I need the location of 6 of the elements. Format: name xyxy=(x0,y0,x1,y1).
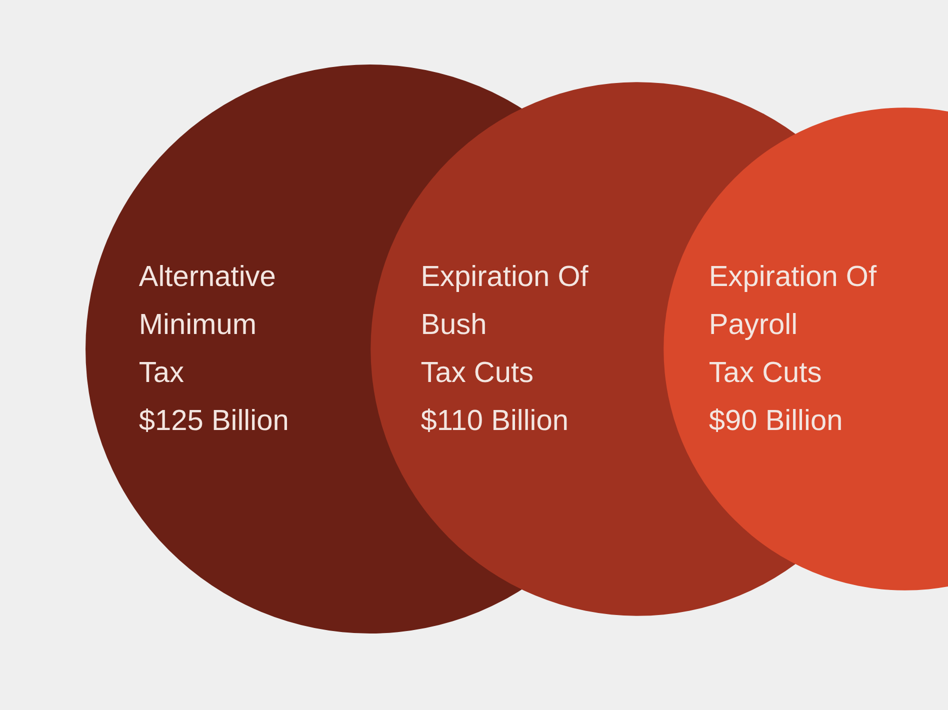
category-label: Expiration Of Payroll Tax Cuts xyxy=(708,261,878,389)
category-label: Alternative Minimum Tax xyxy=(138,261,276,389)
data-label: $90 Billion xyxy=(708,405,843,437)
data-label: $125 Billion xyxy=(138,405,289,437)
category-label: Expiration Of Bush Tax Cuts xyxy=(420,261,590,389)
data-label: $110 Billion xyxy=(420,405,568,437)
